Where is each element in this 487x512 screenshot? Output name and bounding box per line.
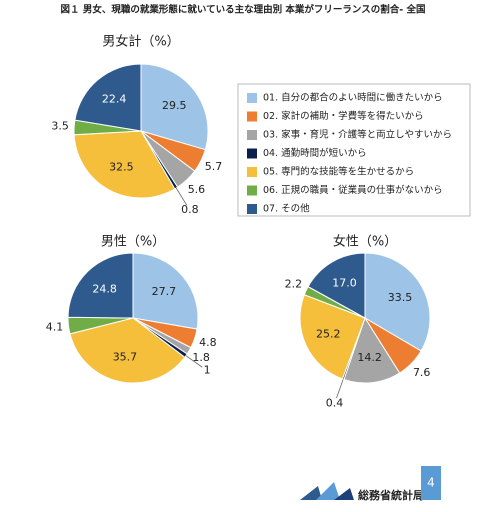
leader-line (336, 379, 344, 399)
pie-title: 男性（%） (101, 235, 165, 250)
pie-slice (74, 63, 142, 132)
pie-slice (67, 252, 134, 319)
legend-swatch (247, 93, 257, 103)
pie-slice (343, 316, 401, 384)
page-number: 4 (427, 476, 435, 490)
legend-label: 04. 通勤時間が短いから (263, 147, 367, 159)
data-label: 27.7 (152, 285, 177, 298)
data-label: 4.1 (46, 320, 64, 333)
legend-label: 02. 家計の補助・学費等を得たいから (263, 110, 424, 122)
data-label: 5.7 (205, 160, 223, 173)
data-label: 29.5 (162, 99, 187, 112)
data-label: 1.8 (192, 351, 210, 364)
data-label: 3.5 (51, 120, 69, 133)
legend-swatch (247, 204, 257, 214)
legend-swatch (247, 185, 257, 196)
data-label: 7.6 (413, 366, 431, 379)
leader-line (185, 355, 203, 368)
data-label: 32.5 (109, 161, 134, 174)
legend-swatch (247, 111, 257, 122)
legend-swatch (247, 167, 257, 177)
data-label: 4.8 (199, 336, 217, 349)
data-label: 24.8 (92, 282, 117, 295)
data-label: 25.2 (316, 328, 341, 341)
pie-slice (69, 317, 186, 384)
data-label: 33.5 (388, 291, 413, 304)
leader-line (175, 187, 188, 206)
data-label: 22.4 (102, 92, 127, 105)
legend-label: 05. 専門的な技能等を生かせるから (263, 166, 414, 178)
data-label: 0.8 (181, 203, 199, 216)
data-label: 1 (204, 364, 211, 377)
pie-slice (132, 252, 199, 330)
pie-title: 女性（%） (333, 234, 397, 250)
pie-slice (364, 252, 431, 352)
pie-slice (307, 252, 366, 319)
data-label: 2.2 (285, 278, 303, 291)
legend-box (237, 83, 471, 217)
legend-label: 01. 自分の都合のよい時間に働きたいから (263, 92, 443, 104)
legend-label: 03. 家事・育児・介護等と両立しやすいから (263, 129, 452, 141)
pie-slice (140, 63, 209, 151)
data-label: 35.7 (113, 350, 138, 363)
pie-slice (299, 294, 366, 380)
pie-slice (73, 130, 176, 199)
data-label: 14.2 (357, 351, 382, 364)
figure-title: 図１ 男女、現職の就業形態に就いている主な理由別 本業がフリーランスの割合- 全… (61, 4, 426, 16)
legend-label: 06. 正規の職員・従業員の仕事がないから (263, 184, 443, 196)
data-label: 17.0 (332, 276, 357, 289)
org-name: 総務省統計局 (358, 488, 424, 502)
data-label: 5.6 (188, 183, 206, 196)
data-label: 0.4 (326, 397, 344, 410)
legend-swatch (247, 148, 257, 159)
legend-swatch (247, 130, 257, 140)
logo (300, 482, 354, 500)
legend-label: 07. その他 (263, 203, 310, 215)
page-box (421, 466, 441, 500)
pie-title: 男女計（%） (102, 34, 179, 50)
